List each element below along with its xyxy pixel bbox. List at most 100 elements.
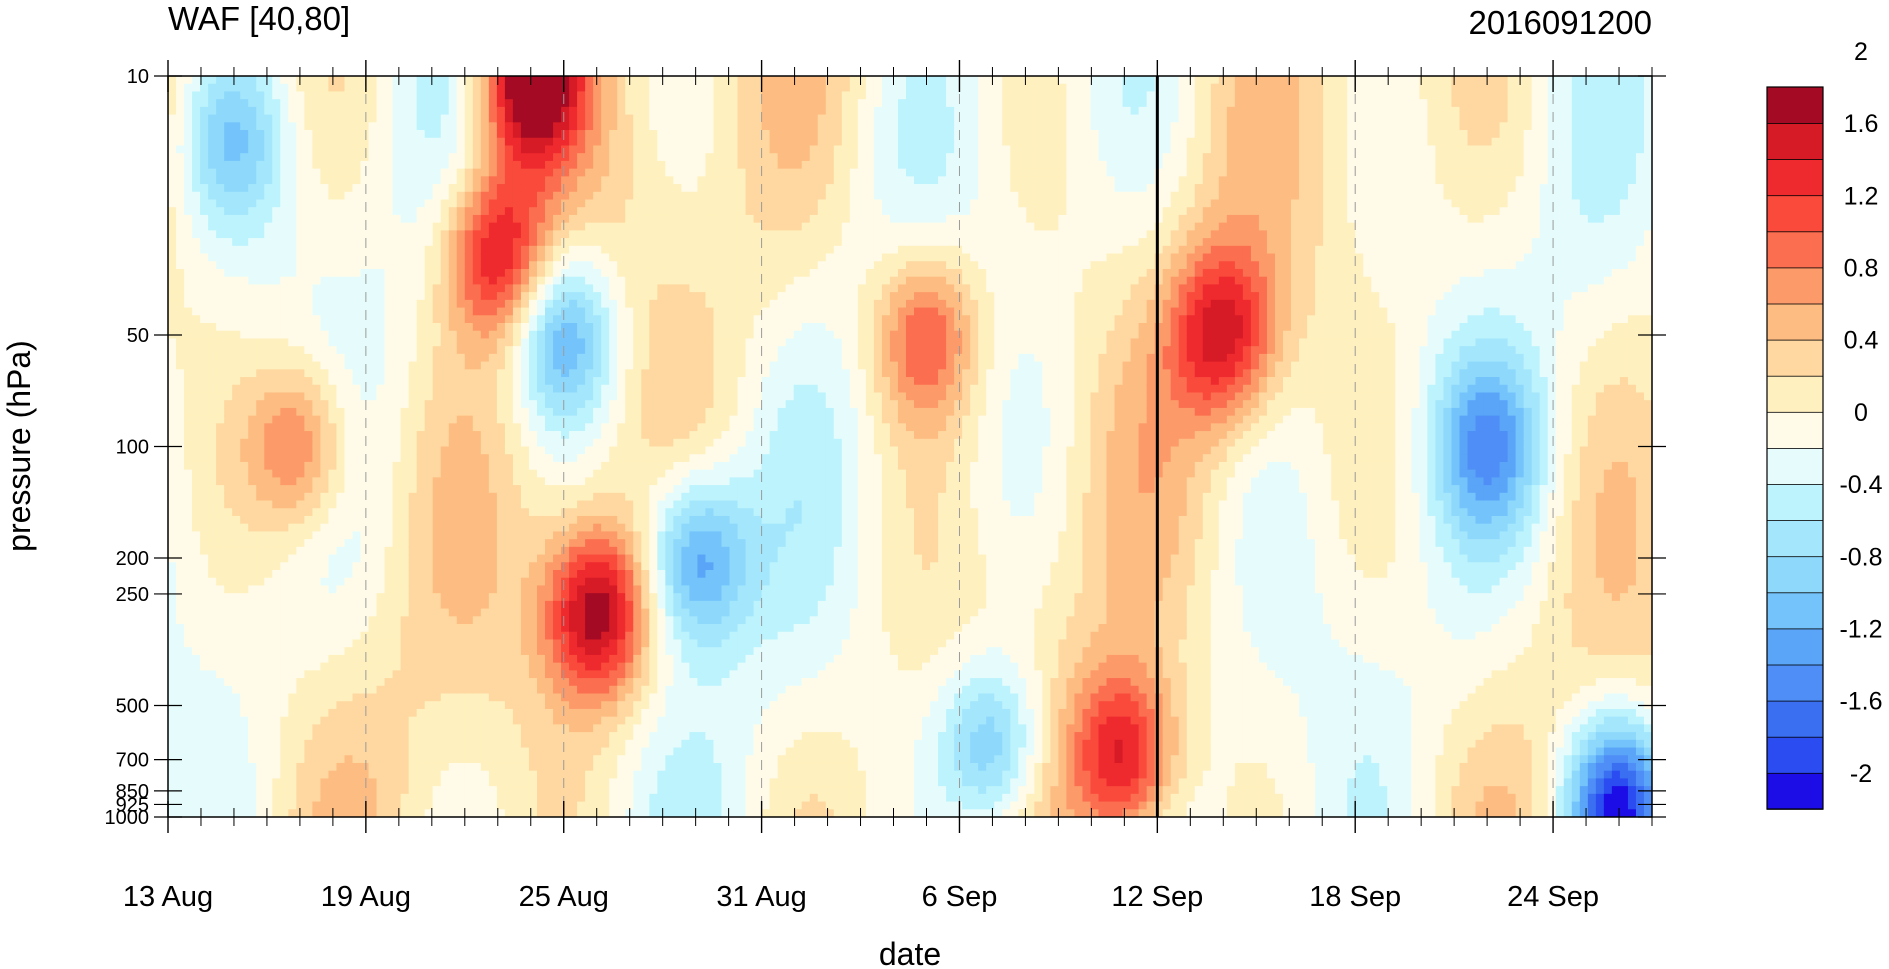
field-cell xyxy=(361,115,370,123)
field-cell xyxy=(184,647,193,655)
field-cell xyxy=(497,308,506,316)
field-cell xyxy=(280,431,289,439)
field-cell xyxy=(529,246,538,254)
field-cell xyxy=(353,454,362,462)
field-cell xyxy=(497,593,506,601)
field-cell xyxy=(529,771,538,779)
field-cell xyxy=(481,539,490,547)
field-cell xyxy=(320,717,329,725)
field-cell xyxy=(473,771,482,779)
field-cell xyxy=(232,632,241,640)
field-cell xyxy=(224,130,233,138)
field-cell xyxy=(537,609,546,617)
field-cell xyxy=(312,601,321,609)
field-cell xyxy=(240,292,249,300)
field-cell xyxy=(377,122,386,130)
field-cell xyxy=(344,362,353,370)
field-cell xyxy=(521,292,530,300)
field-cell xyxy=(240,91,249,99)
field-cell xyxy=(553,477,562,485)
field-cell xyxy=(505,485,514,493)
field-cell xyxy=(256,377,265,385)
field-cell xyxy=(184,161,193,169)
field-cell xyxy=(240,377,249,385)
field-cell xyxy=(344,431,353,439)
field-cell xyxy=(184,585,193,593)
field-cell xyxy=(296,369,305,377)
field-cell xyxy=(280,593,289,601)
field-cell xyxy=(385,107,394,115)
field-cell xyxy=(473,238,482,246)
field-cell xyxy=(176,277,185,285)
field-cell xyxy=(441,169,450,177)
field-cell xyxy=(505,84,514,92)
field-cell xyxy=(272,454,281,462)
field-cell xyxy=(312,369,321,377)
field-cell xyxy=(553,670,562,678)
field-cell xyxy=(240,477,249,485)
field-cell xyxy=(361,570,370,578)
field-cell xyxy=(497,246,506,254)
field-cell xyxy=(216,331,225,339)
field-cell xyxy=(465,539,474,547)
field-cell xyxy=(489,655,498,663)
field-cell xyxy=(304,223,313,231)
field-cell xyxy=(409,315,418,323)
field-cell xyxy=(521,485,530,493)
field-cell xyxy=(465,740,474,748)
field-cell xyxy=(328,392,337,400)
field-cell xyxy=(200,748,209,756)
field-cell xyxy=(569,439,578,447)
field-cell xyxy=(224,84,233,92)
field-cell xyxy=(280,454,289,462)
field-cell xyxy=(553,794,562,802)
field-cell xyxy=(401,176,410,184)
field-cell xyxy=(216,423,225,431)
field-cell xyxy=(481,655,490,663)
field-cell xyxy=(569,362,578,370)
field-cell xyxy=(168,670,177,678)
field-cell xyxy=(192,308,201,316)
field-cell xyxy=(264,732,273,740)
field-cell xyxy=(272,694,281,702)
field-cell xyxy=(369,632,378,640)
field-cell xyxy=(288,223,297,231)
field-cell xyxy=(385,91,394,99)
field-cell xyxy=(168,200,177,208)
field-cell xyxy=(377,192,386,200)
field-cell xyxy=(176,585,185,593)
field-cell xyxy=(288,493,297,501)
field-cell xyxy=(553,192,562,200)
field-cell xyxy=(521,153,530,161)
field-cell xyxy=(192,277,201,285)
field-cell xyxy=(296,485,305,493)
field-cell xyxy=(369,122,378,130)
field-cell xyxy=(224,277,233,285)
field-cell xyxy=(369,99,378,107)
field-cell xyxy=(208,794,217,802)
field-cell xyxy=(529,207,538,215)
field-cell xyxy=(449,585,458,593)
field-cell xyxy=(457,292,466,300)
field-cell xyxy=(353,431,362,439)
field-cell xyxy=(296,400,305,408)
field-cell xyxy=(433,400,442,408)
field-cell xyxy=(256,555,265,563)
field-cell xyxy=(296,454,305,462)
field-cell xyxy=(353,354,362,362)
field-cell xyxy=(224,616,233,624)
field-cell xyxy=(361,694,370,702)
field-cell xyxy=(328,246,337,254)
field-cell xyxy=(280,694,289,702)
field-cell xyxy=(232,585,241,593)
field-cell xyxy=(328,300,337,308)
field-cell xyxy=(192,663,201,671)
field-cell xyxy=(240,539,249,547)
field-cell xyxy=(545,485,554,493)
field-cell xyxy=(192,338,201,346)
field-cell xyxy=(312,169,321,177)
field-cell xyxy=(377,778,386,786)
field-cell xyxy=(328,331,337,339)
field-cell xyxy=(200,145,209,153)
field-cell xyxy=(240,694,249,702)
